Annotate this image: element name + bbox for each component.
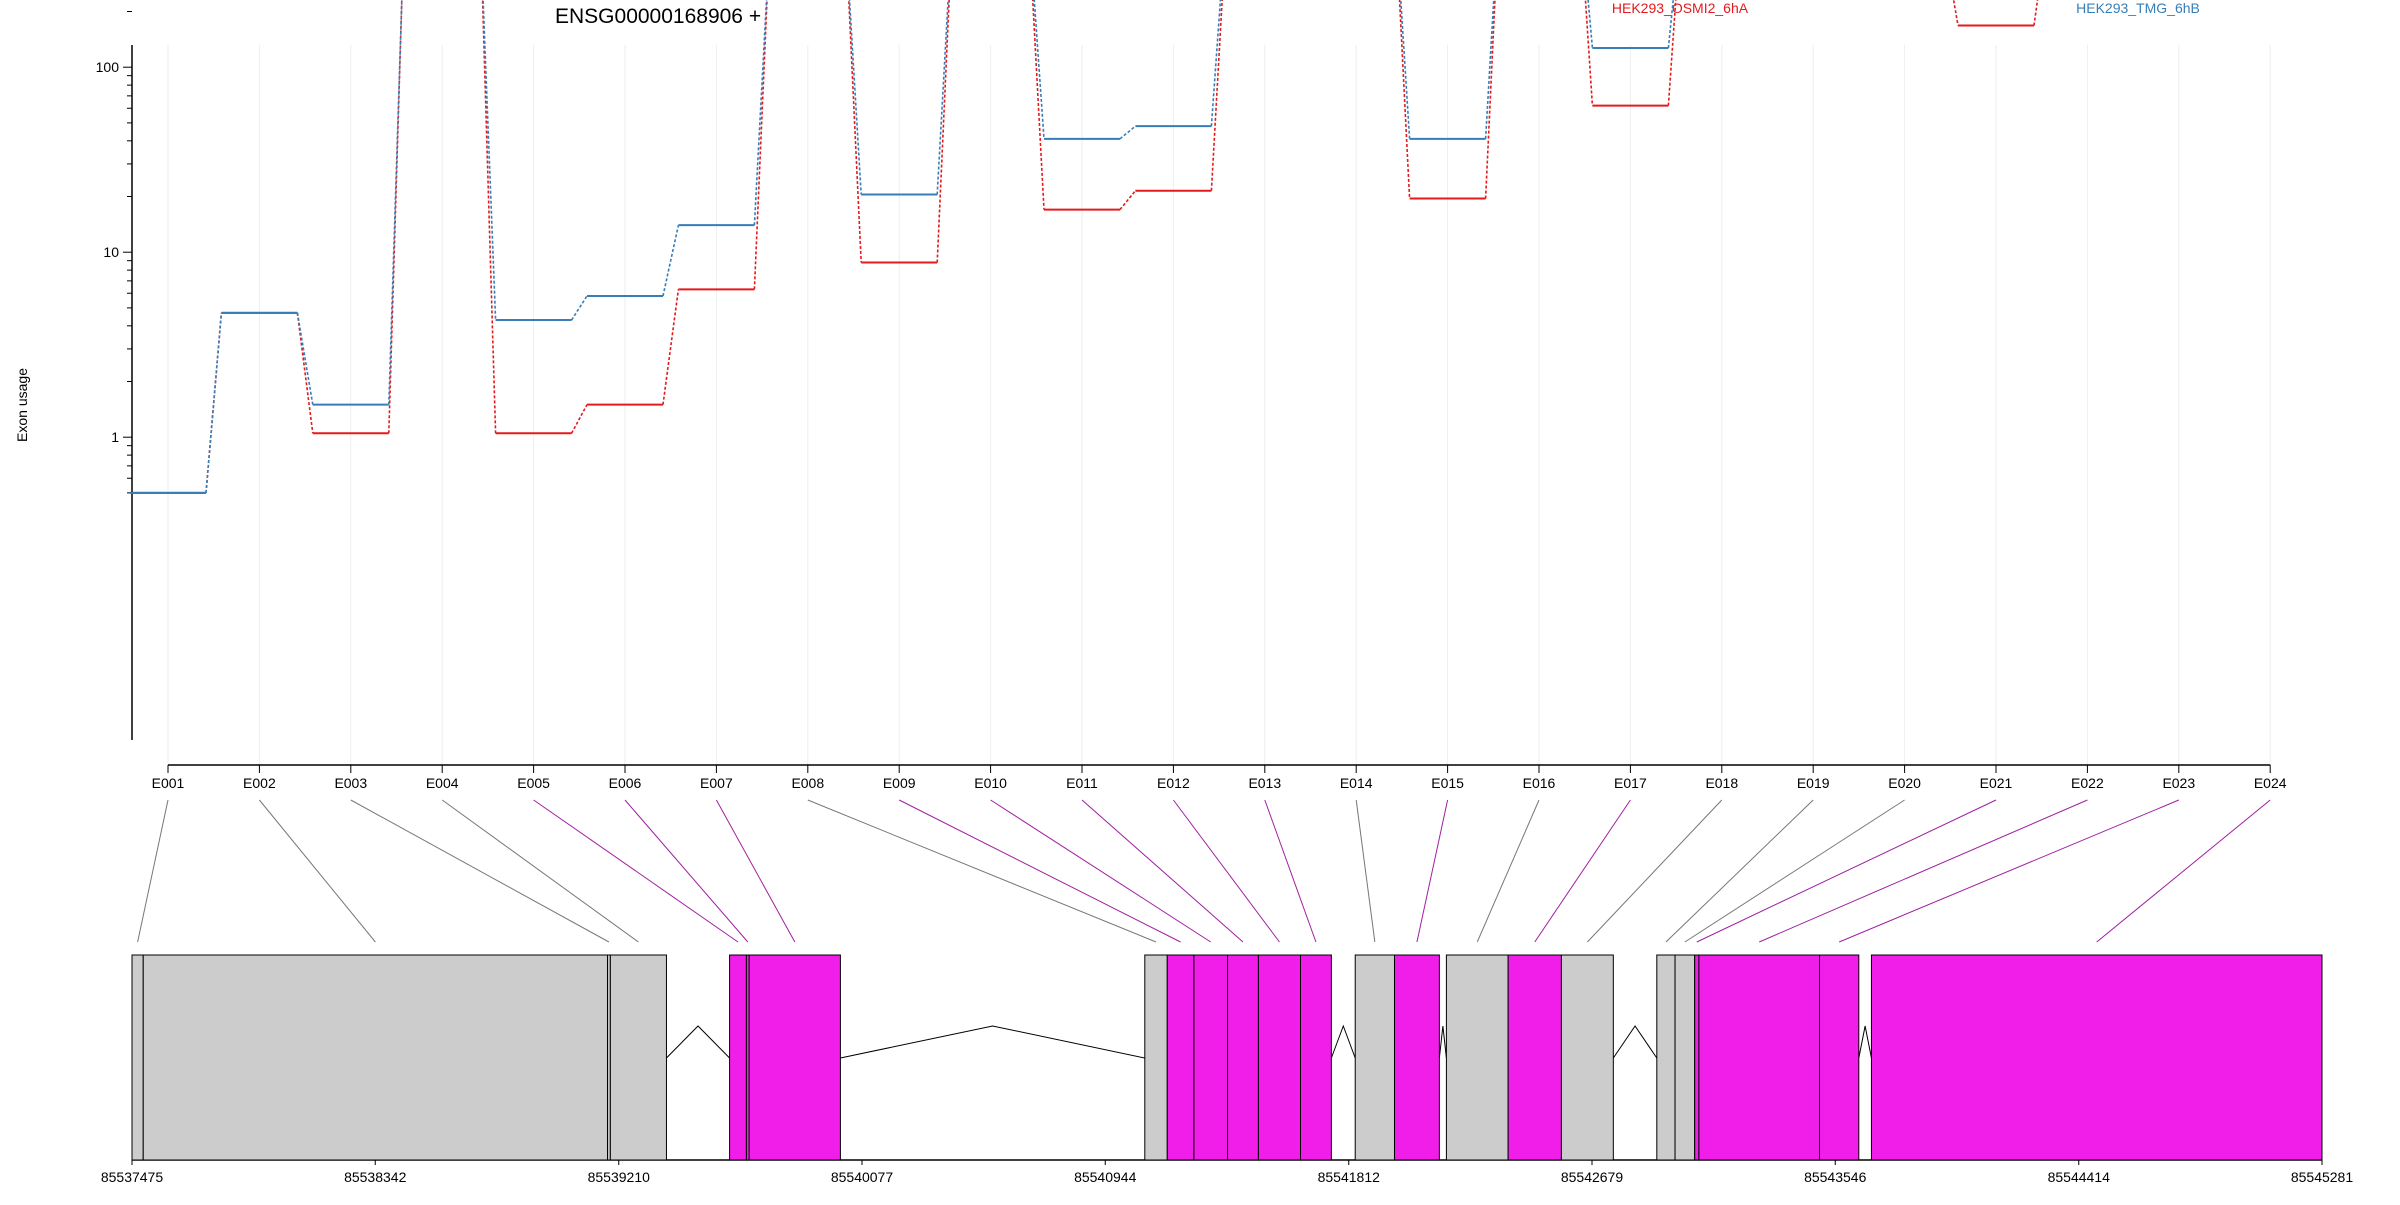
exon-block: [1507, 954, 1562, 1161]
coordinate-label: 85541812: [1318, 1169, 1381, 1185]
x-tick-label: E002: [243, 775, 276, 791]
x-tick-label: E019: [1797, 775, 1830, 791]
legend-entry-tmg: HEK293_TMG_6hB: [2076, 0, 2200, 16]
exon-block: [1560, 954, 1614, 1161]
x-tick-label: E020: [1888, 775, 1921, 791]
exon-block: [1300, 954, 1332, 1161]
exon-connector: [807, 799, 1157, 943]
x-tick-label: E015: [1431, 775, 1464, 791]
legend-entry-osmi2: HEK293_OSMI2_6hA: [1612, 0, 1749, 16]
intron-line: [1438, 1025, 1447, 1059]
x-tick-label: E003: [334, 775, 367, 791]
exon-connector: [1081, 799, 1244, 943]
y-tick-label: 1: [111, 429, 119, 445]
exon-block: [1819, 954, 1860, 1161]
coordinate-label: 85543546: [1804, 1169, 1867, 1185]
exon-block: [1227, 954, 1259, 1161]
intron-line: [840, 1025, 1145, 1059]
x-tick-label: E011: [1066, 775, 1098, 791]
x-tick-label: E021: [1980, 775, 2013, 791]
x-tick-label: E005: [517, 775, 550, 791]
coordinate-label: 85545281: [2291, 1169, 2354, 1185]
exon-connector: [1696, 799, 1997, 943]
exon-connector: [1476, 799, 1540, 943]
series-osmi2: [130, 0, 2039, 494]
exon-connector: [990, 799, 1211, 943]
x-tick-label: E009: [883, 775, 916, 791]
intron-line: [1858, 1025, 1872, 1059]
exon-block: [748, 954, 841, 1161]
exon-connector: [1416, 799, 1449, 943]
exon-connector: [715, 799, 796, 943]
exon-connector: [1665, 799, 1814, 943]
x-tick-label: E012: [1157, 775, 1190, 791]
y-axis-label: Exon usage: [14, 368, 30, 442]
exon-connector: [1684, 799, 1905, 943]
exon-block: [1257, 954, 1302, 1161]
exon-block: [131, 954, 144, 1161]
coordinate-label: 85540944: [1074, 1169, 1137, 1185]
exon-block: [1445, 954, 1509, 1161]
y-tick-label: 10: [103, 244, 119, 260]
exon-connector: [898, 799, 1181, 943]
x-tick-label: E017: [1614, 775, 1647, 791]
exon-block: [1166, 954, 1195, 1161]
exon-block: [1674, 954, 1696, 1161]
x-tick-label: E018: [1705, 775, 1738, 791]
exon-connector: [350, 799, 610, 943]
x-tick-label: E023: [2162, 775, 2195, 791]
exon-connector: [441, 799, 639, 943]
coordinate-label: 85539210: [588, 1169, 651, 1185]
exon-connector: [2096, 799, 2271, 943]
exon-block: [1193, 954, 1229, 1161]
exon-connector: [1587, 799, 1723, 943]
coordinate-label: 85544414: [2048, 1169, 2111, 1185]
x-tick-label: E007: [700, 775, 733, 791]
exon-block: [142, 954, 609, 1161]
exon-block: [1393, 954, 1440, 1161]
exon-connector: [137, 799, 169, 943]
coordinate-label: 85537475: [101, 1169, 164, 1185]
exon-block: [1144, 954, 1168, 1161]
x-tick-label: E022: [2071, 775, 2104, 791]
y-tick-label: 100: [96, 59, 120, 75]
exon-block: [1870, 954, 2323, 1161]
coordinate-label: 85538342: [344, 1169, 407, 1185]
exon-connector: [1759, 799, 2088, 943]
exon-connector: [1172, 799, 1280, 943]
x-tick-label: E006: [609, 775, 642, 791]
x-tick-label: E010: [974, 775, 1007, 791]
series-connector: [205, 0, 1675, 493]
exon-connector: [1264, 799, 1317, 943]
chart-title: ENSG00000168906 +: [555, 5, 761, 28]
intron-line: [1612, 1025, 1658, 1059]
exon-block: [609, 954, 667, 1161]
exon-block: [1354, 954, 1395, 1161]
x-tick-label: E008: [791, 775, 824, 791]
x-tick-label: E001: [152, 775, 185, 791]
x-tick-label: E016: [1523, 775, 1556, 791]
x-tick-label: E014: [1340, 775, 1373, 791]
exon-connector: [259, 799, 376, 943]
series-tmg: [130, 0, 1675, 494]
exon-connector: [1838, 799, 2179, 943]
series-connector: [205, 0, 2039, 493]
exon-connector: [1355, 799, 1376, 943]
intron-line: [1330, 1024, 1356, 1059]
exon-connector: [624, 799, 749, 943]
coordinate-label: 85542679: [1561, 1169, 1624, 1185]
x-tick-label: E013: [1248, 775, 1281, 791]
x-tick-label: E024: [2254, 775, 2287, 791]
exon-block: [1656, 954, 1676, 1161]
x-tick-label: E004: [426, 775, 459, 791]
intron-line: [666, 1025, 730, 1059]
coordinate-label: 85540077: [831, 1169, 894, 1185]
exon-connector: [533, 799, 739, 943]
exon-block: [1698, 954, 1821, 1161]
exon-connector: [1534, 799, 1631, 943]
exon-block: [729, 954, 747, 1161]
exon-block: [1694, 954, 1700, 1161]
